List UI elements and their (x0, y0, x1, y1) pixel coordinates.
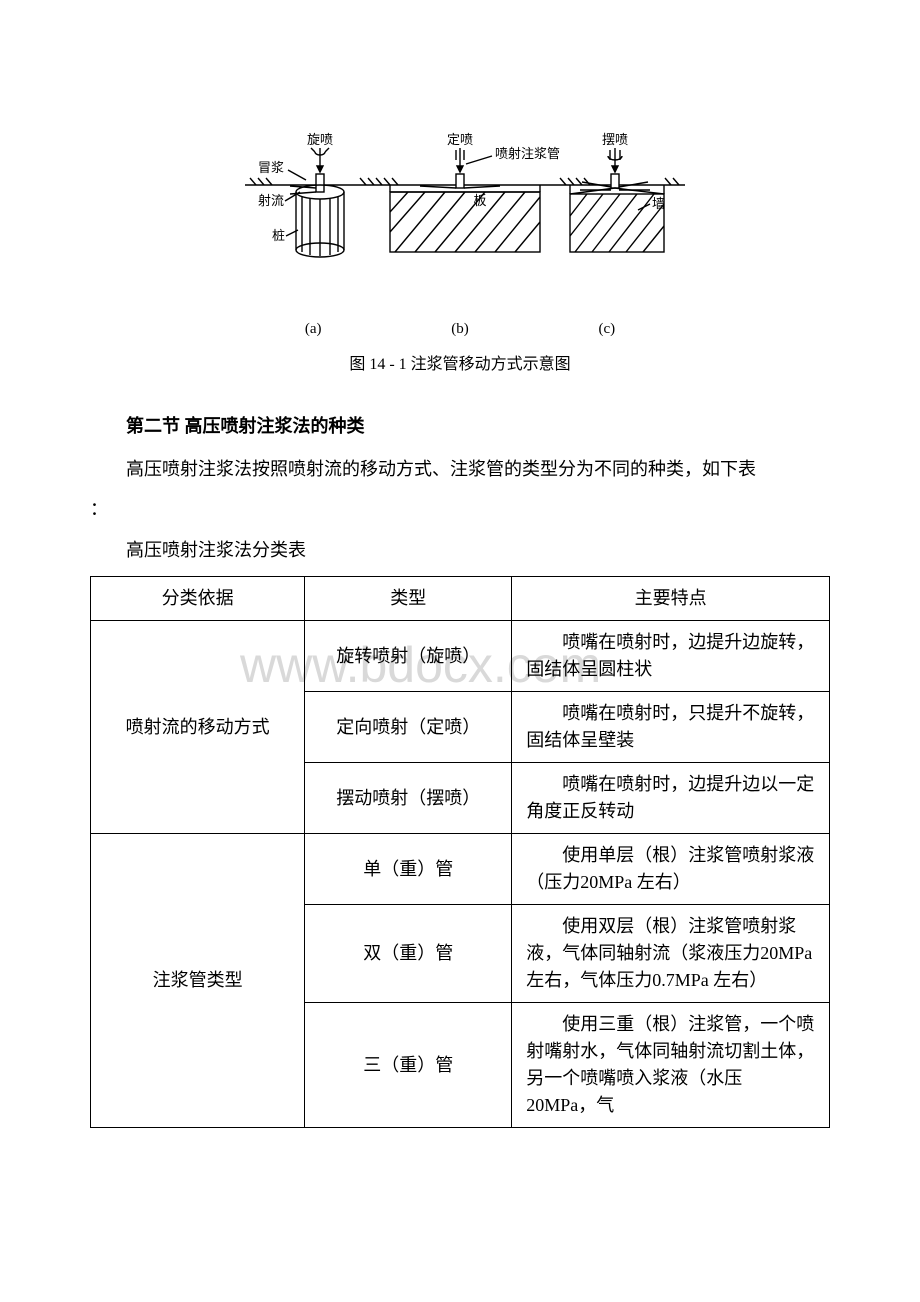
table-header-row: 分类依据 类型 主要特点 (91, 577, 830, 621)
figure-container: 旋喷 定喷 摆喷 (90, 130, 830, 380)
paragraph-1: 高压喷射注浆法按照喷射流的移动方式、注浆管的类型分为不同的种类，如下表 (90, 453, 830, 485)
subfig-a-label: (a) (305, 316, 322, 343)
section-heading: 第二节 高压喷射注浆法的种类 (90, 410, 830, 442)
label-dingpen: 定喷 (447, 132, 473, 147)
cell-type: 三（重）管 (305, 1003, 512, 1128)
cell-feat: 喷嘴在喷射时，只提升不旋转，固结体呈壁装 (512, 692, 830, 763)
table-row: 注浆管类型 单（重）管 使用单层（根）注浆管喷射浆液（压力20MPa 左右） (91, 834, 830, 905)
th-type: 类型 (305, 577, 512, 621)
subfig-a (290, 174, 344, 257)
cell-basis-2: 注浆管类型 (91, 834, 305, 1128)
cell-feat: 喷嘴在喷射时，边提升边旋转，固结体呈圆柱状 (512, 621, 830, 692)
colon: ： (90, 495, 830, 524)
th-feat: 主要特点 (512, 577, 830, 621)
table-title: 高压喷射注浆法分类表 (90, 534, 830, 566)
cell-type: 旋转喷射（旋喷） (305, 621, 512, 692)
subfig-b-label: (b) (451, 316, 469, 343)
cell-feat: 使用三重（根）注浆管，一个喷射嘴射水，气体同轴射流切割土体，另一个喷嘴喷入浆液（… (512, 1003, 830, 1128)
cell-type: 单（重）管 (305, 834, 512, 905)
table-row: 喷射流的移动方式 旋转喷射（旋喷） 喷嘴在喷射时，边提升边旋转，固结体呈圆柱状 (91, 621, 830, 692)
cell-type: 摆动喷射（摆喷） (305, 763, 512, 834)
cell-feat: 使用单层（根）注浆管喷射浆液（压力20MPa 左右） (512, 834, 830, 905)
arrow-c (608, 148, 622, 172)
label-maojiang: 冒浆 (258, 160, 284, 175)
label-baipen: 摆喷 (602, 132, 628, 147)
cell-feat: 喷嘴在喷射时，边提升边以一定角度正反转动 (512, 763, 830, 834)
figure-caption: 图 14 - 1 注浆管移动方式示意图 (90, 351, 830, 380)
cell-basis-1: 喷射流的移动方式 (91, 621, 305, 834)
arrow-a (311, 148, 329, 172)
label-xuanpen: 旋喷 (307, 132, 333, 147)
classification-table: 分类依据 类型 主要特点 喷射流的移动方式 旋转喷射（旋喷） 喷嘴在喷射时，边提… (90, 576, 830, 1128)
arrow-b (456, 148, 464, 172)
label-pipe: 喷射注浆管 (495, 146, 560, 161)
cell-type: 定向喷射（定喷） (305, 692, 512, 763)
subfig-c-label: (c) (598, 316, 615, 343)
cell-feat: 使用双层（根）注浆管喷射浆液，气体同轴射流（浆液压力20MPa 左右，气体压力0… (512, 905, 830, 1003)
cell-type: 双（重）管 (305, 905, 512, 1003)
grouting-diagram: 旋喷 定喷 摆喷 (220, 130, 700, 300)
subfig-labels: (a) (b) (c) (240, 316, 680, 343)
label-zhuang: 桩 (272, 228, 285, 243)
page-wrapper: www.bdocx.com 旋喷 定喷 摆喷 (90, 130, 830, 1128)
label-qiang: 墙 (652, 196, 665, 211)
label-ban: 板 (473, 193, 486, 208)
th-basis: 分类依据 (91, 577, 305, 621)
label-sheliu: 射流 (258, 193, 284, 208)
